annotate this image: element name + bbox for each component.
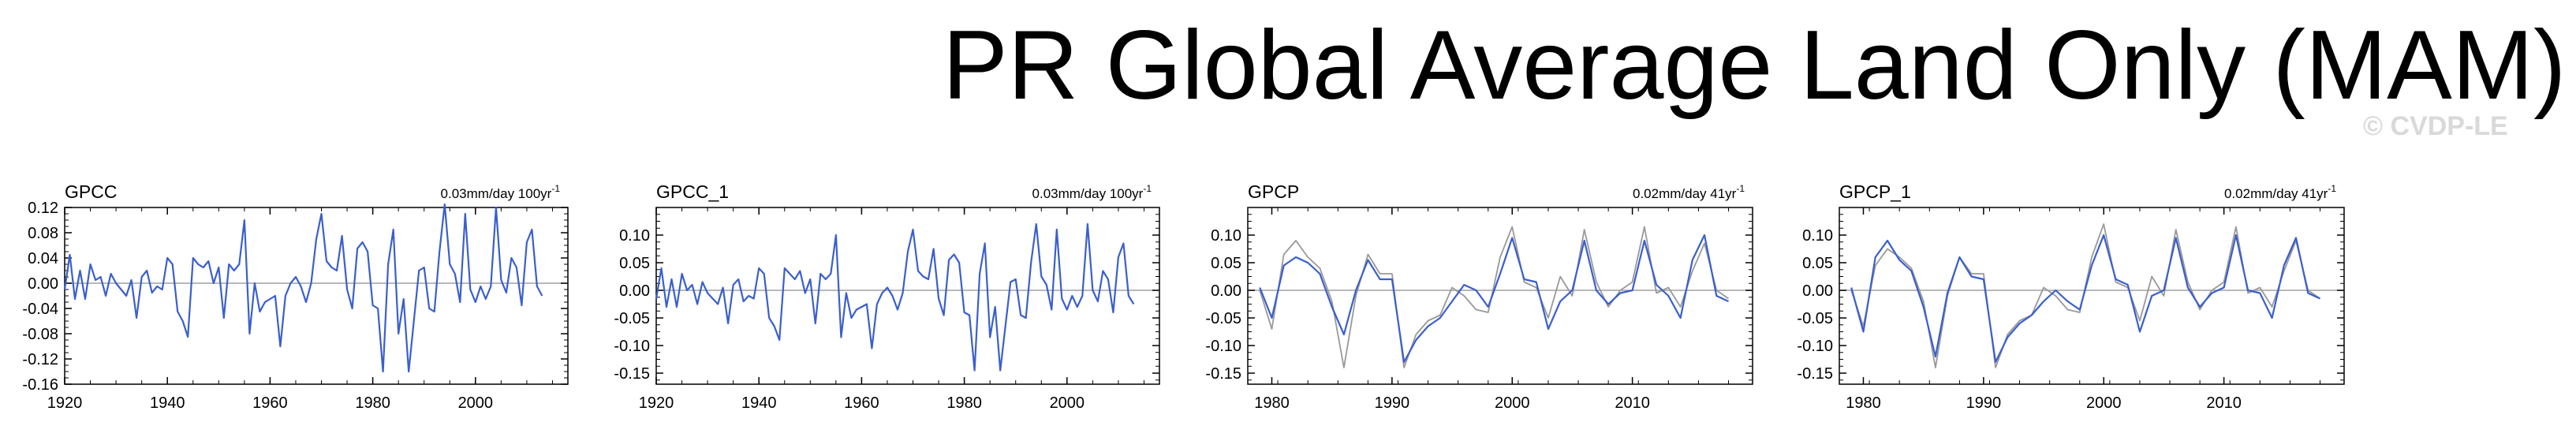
- x-tick-label: 1960: [252, 394, 288, 412]
- panel-trend-label: 0.03mm/day 100yr-1: [441, 183, 561, 201]
- y-tick-label: 0.04: [28, 250, 58, 267]
- y-tick-label: 0.12: [28, 200, 58, 217]
- y-tick-label: 0.10: [1211, 227, 1241, 245]
- trend-exponent: -1: [1736, 183, 1745, 194]
- y-tick-label: -0.08: [22, 326, 58, 343]
- x-tick-label: 1980: [355, 394, 390, 412]
- y-tick-label: 0.00: [1211, 282, 1241, 300]
- trend-text: 0.02mm/day 41yr: [2224, 186, 2328, 201]
- x-tick-label: 2000: [2086, 394, 2122, 412]
- trend-exponent: -1: [1143, 183, 1152, 194]
- y-tick-label: 0.10: [1802, 227, 1833, 245]
- y-tick-label: 0.00: [619, 282, 650, 300]
- trend-text: 0.03mm/day 100yr: [1032, 186, 1144, 201]
- x-tick-label: 1980: [946, 394, 982, 412]
- x-tick-label: 1980: [1254, 394, 1290, 412]
- y-tick-label: -0.05: [1797, 310, 1833, 327]
- plot-frame: [1247, 207, 1753, 385]
- series-line-gpcc: [63, 203, 543, 373]
- plot-frame: [1839, 207, 2345, 385]
- x-tick-label: 1990: [1375, 394, 1410, 412]
- x-tick-label: 1940: [150, 394, 185, 412]
- watermark: © CVDP-LE: [2363, 111, 2508, 141]
- x-tick-label: 2000: [458, 394, 494, 412]
- series-line-gpcp: [1259, 234, 1729, 364]
- trend-exponent: -1: [551, 183, 560, 194]
- trend-exponent: -1: [2328, 183, 2336, 194]
- panel-title: GPCP_1: [1839, 181, 1911, 202]
- y-tick-label: -0.16: [22, 376, 58, 394]
- y-tick-label: -0.15: [614, 365, 650, 383]
- series-line-gpcp-1: [1850, 234, 2320, 364]
- y-tick-label: -0.10: [1205, 338, 1241, 355]
- main-title: PR Global Average Land Only (MAM): [943, 11, 2567, 120]
- panel-title: GPCP: [1248, 181, 1299, 202]
- x-tick-label: 1980: [1846, 394, 1881, 412]
- x-tick-label: 2000: [1050, 394, 1085, 412]
- panel-trend-label: 0.02mm/day 41yr-1: [1633, 183, 1745, 201]
- y-tick-label: -0.12: [22, 351, 58, 368]
- y-tick-label: 0.05: [1802, 255, 1833, 272]
- panel-trend-label: 0.03mm/day 100yr-1: [1032, 183, 1152, 201]
- x-tick-label: 2010: [2206, 394, 2242, 412]
- y-tick-label: 0.08: [28, 225, 58, 242]
- y-tick-label: -0.05: [614, 310, 650, 327]
- plot-frame: [655, 207, 1160, 385]
- series-line-gpcc-1: [655, 222, 1135, 372]
- y-tick-label: 0.10: [619, 227, 650, 245]
- panel-title: GPCC_1: [656, 181, 729, 202]
- y-tick-label: -0.10: [614, 338, 650, 355]
- y-tick-label: -0.15: [1797, 365, 1833, 383]
- x-tick-label: 1940: [741, 394, 777, 412]
- trend-text: 0.02mm/day 41yr: [1633, 186, 1737, 201]
- x-tick-label: 1960: [844, 394, 879, 412]
- plot-frame: [64, 207, 569, 385]
- x-tick-label: 2000: [1495, 394, 1530, 412]
- y-tick-label: -0.04: [22, 301, 58, 318]
- x-tick-label: 2010: [1615, 394, 1650, 412]
- y-tick-label: 0.00: [28, 275, 58, 293]
- x-tick-label: 1920: [639, 394, 674, 412]
- x-tick-label: 1920: [47, 394, 83, 412]
- y-tick-label: 0.05: [619, 255, 650, 272]
- series-line-reference: [1259, 226, 1730, 368]
- panel-title: GPCC: [65, 181, 117, 202]
- y-tick-label: 0.05: [1211, 255, 1241, 272]
- y-tick-label: -0.10: [1797, 338, 1833, 355]
- trend-text: 0.03mm/day 100yr: [441, 186, 552, 201]
- x-tick-label: 1990: [1966, 394, 2002, 412]
- panel-trend-label: 0.02mm/day 41yr-1: [2224, 183, 2336, 201]
- y-tick-label: 0.00: [1802, 282, 1833, 300]
- y-tick-label: -0.15: [1205, 365, 1241, 383]
- y-tick-label: -0.05: [1205, 310, 1241, 327]
- series-line-reference: [1850, 223, 2321, 368]
